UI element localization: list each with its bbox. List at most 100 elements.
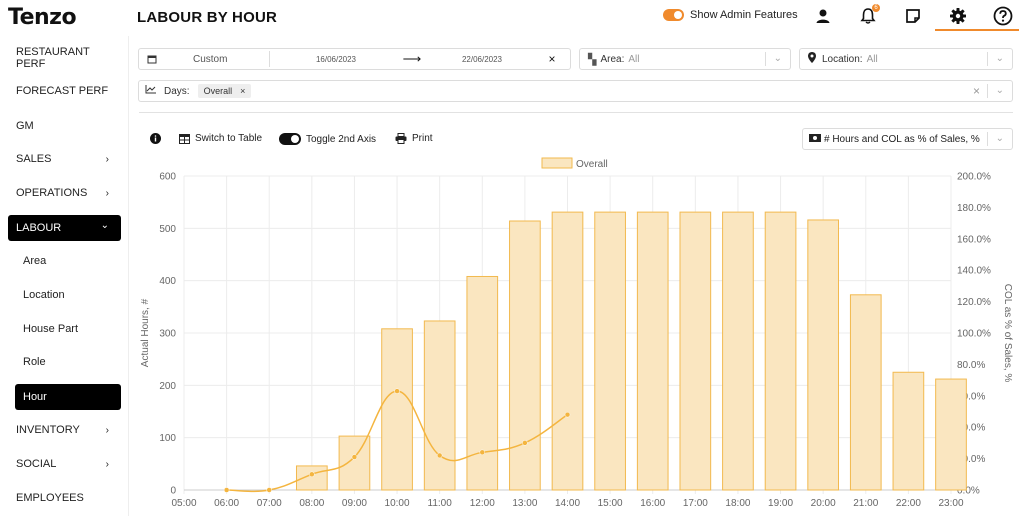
settings-gear-icon[interactable]: [947, 5, 969, 27]
table-icon: [179, 133, 190, 144]
x-tick-label: 16:00: [640, 498, 665, 509]
switch-to-table-button[interactable]: Switch to Table: [179, 133, 262, 144]
sidebar-item-operations[interactable]: OPERATIONS ›: [8, 180, 121, 206]
x-tick-label: 19:00: [768, 498, 793, 509]
y-axis-title: Actual Hours, #: [140, 298, 151, 367]
y-tick-label: 400: [159, 276, 176, 287]
y-tick-label: 100: [159, 433, 176, 444]
bar: [551, 211, 584, 491]
sidebar: RESTAURANT PERF FORECAST PERF GM SALES › …: [0, 36, 128, 516]
days-chip[interactable]: Overall ×: [197, 84, 252, 98]
sidebar-item-label: FORECAST PERF: [16, 85, 109, 97]
notes-icon[interactable]: [902, 5, 924, 27]
chevron-down-icon[interactable]: ⌄: [995, 133, 1004, 144]
days-chip-label: Overall: [203, 86, 233, 96]
line-chart-icon: [145, 85, 156, 97]
toggle-2nd-axis-label: Toggle 2nd Axis: [306, 133, 377, 145]
chevron-right-icon: ›: [105, 154, 109, 165]
location-filter[interactable]: Location: All ⌄: [799, 48, 1013, 70]
location-label: Location:: [822, 53, 863, 65]
metric-select[interactable]: # Hours and COL as % of Sales, % ⌄: [802, 128, 1013, 150]
days-filter[interactable]: Days: Overall × × ⌄: [138, 80, 1013, 102]
y2-tick-label: 120.0%: [957, 297, 991, 308]
tenzo-logo[interactable]: Tenzo: [8, 5, 77, 30]
section-divider: [139, 112, 1013, 113]
date-range-filter[interactable]: Custom 16/06/2023 ⟶ 22/06/2023 ×: [138, 48, 571, 70]
location-value: All: [866, 53, 878, 65]
clear-date-icon[interactable]: ×: [548, 52, 556, 66]
chevron-down-icon[interactable]: ⌄: [773, 53, 782, 64]
sidebar-item-social[interactable]: SOCIAL ›: [8, 451, 121, 477]
y-tick-label: 200: [159, 381, 176, 392]
notifications-bell-icon[interactable]: 6: [857, 4, 880, 27]
line-point: [351, 454, 358, 460]
chevron-right-icon: ›: [105, 425, 109, 436]
chevron-down-icon[interactable]: ⌄: [995, 53, 1004, 64]
area-filter[interactable]: ▚ Area: All ⌄: [579, 48, 791, 70]
divider: [987, 52, 988, 66]
help-icon[interactable]: [992, 5, 1014, 27]
sidebar-item-label: Location: [23, 289, 65, 301]
sidebar-item-employees[interactable]: EMPLOYEES: [8, 485, 121, 511]
chevron-down-icon[interactable]: ⌄: [995, 85, 1004, 96]
x-tick-label: 11:00: [428, 498, 453, 509]
y2-tick-label: 80.0%: [957, 360, 985, 371]
x-tick-label: 21:00: [853, 498, 878, 509]
page-title: LABOUR BY HOUR: [137, 9, 278, 26]
range-type-select[interactable]: Custom: [193, 53, 228, 65]
y2-tick-label: 140.0%: [957, 266, 991, 277]
print-button[interactable]: Print: [395, 133, 433, 144]
sidebar-item-house-part[interactable]: House Part: [15, 316, 121, 342]
toggle-2nd-axis[interactable]: Toggle 2nd Axis: [279, 133, 376, 145]
sidebar-item-labour[interactable]: LABOUR ⌄: [8, 215, 121, 241]
sidebar-item-label: Area: [23, 255, 47, 267]
sidebar-item-label: INVENTORY: [16, 424, 80, 436]
toggle-switch-icon[interactable]: [663, 9, 684, 21]
sidebar-item-forecast-perf[interactable]: FORECAST PERF: [8, 78, 121, 104]
x-tick-label: 14:00: [555, 498, 580, 509]
y2-tick-label: 180.0%: [957, 203, 991, 214]
line-point: [436, 452, 443, 459]
date-to-input[interactable]: 22/06/2023: [461, 54, 503, 64]
bar: [509, 220, 541, 491]
y2-tick-label: 60.0%: [957, 391, 985, 402]
sidebar-item-label: EMPLOYEES: [16, 492, 84, 504]
date-from-input[interactable]: 16/06/2023: [315, 54, 357, 64]
bar: [849, 294, 882, 491]
clear-days-icon[interactable]: ×: [972, 84, 980, 98]
labour-by-hour-chart: 0 100 200 300 400 500 600 0.0% 20.0% 40.0% 60.0% 80…: [129, 152, 1024, 521]
printer-icon: [395, 133, 407, 144]
sidebar-item-inventory[interactable]: INVENTORY ›: [8, 417, 121, 443]
bar: [807, 219, 840, 491]
sidebar-item-location[interactable]: Location: [15, 282, 121, 308]
bar: [295, 465, 328, 491]
x-tick-label: 07:00: [257, 498, 282, 509]
x-tick-label: 23:00: [938, 498, 963, 509]
chevron-right-icon: ›: [105, 459, 109, 470]
sidebar-item-role[interactable]: Role: [15, 349, 121, 375]
sidebar-item-hour[interactable]: Hour: [15, 384, 121, 410]
sidebar-item-area[interactable]: Area: [15, 248, 121, 274]
chip-remove-icon[interactable]: ×: [240, 86, 246, 96]
bar: [338, 435, 371, 491]
main-content: Custom 16/06/2023 ⟶ 22/06/2023 × ▚ Area:…: [128, 36, 1024, 516]
user-icon[interactable]: [812, 5, 834, 27]
sidebar-item-gm[interactable]: GM: [8, 113, 121, 139]
y-tick-label: 500: [159, 224, 176, 235]
bar: [636, 211, 669, 491]
admin-toggle-label: Show Admin Features: [690, 9, 798, 21]
y2-tick-label: 200.0%: [957, 172, 991, 183]
admin-features-toggle[interactable]: Show Admin Features: [663, 9, 798, 21]
print-label: Print: [412, 133, 433, 144]
line-point: [479, 449, 486, 456]
sidebar-item-sales[interactable]: SALES ›: [8, 146, 121, 172]
x-tick-label: 18:00: [725, 498, 750, 509]
sidebar-item-restaurant-perf[interactable]: RESTAURANT PERF: [8, 45, 121, 71]
divider: [987, 84, 988, 98]
sidebar-item-label: LABOUR: [16, 222, 62, 234]
x-tick-label: 05:00: [171, 498, 196, 509]
info-icon[interactable]: [150, 133, 161, 144]
toggle-switch-icon[interactable]: [279, 133, 301, 145]
active-tab-indicator: [935, 29, 1019, 31]
chart-svg: 0 100 200 300 400 500 600 0.0% 20.0% 40.0% 60.0% 80…: [140, 157, 1013, 509]
